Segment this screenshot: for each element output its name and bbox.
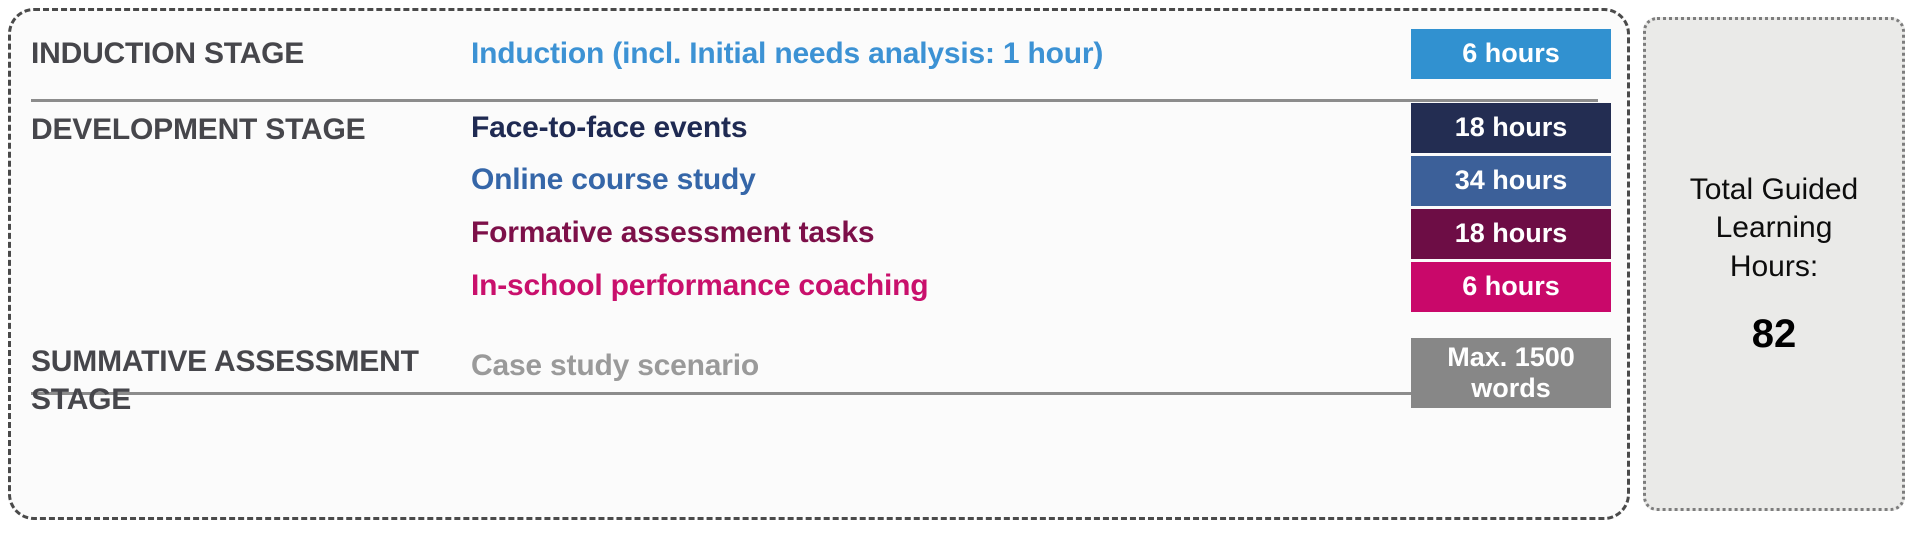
total-guided-learning-hours-panel: Total Guided Learning Hours: 82 — [1643, 17, 1905, 511]
divider-induction-development — [31, 99, 1598, 102]
activity-label-induction: Induction (incl. Initial needs analysis:… — [471, 37, 1104, 70]
badge-word-limit-case-study-scenario: Max. 1500 words — [1411, 338, 1611, 408]
activity-label-online-course-study: Online course study — [471, 163, 756, 196]
total-hours-caption: Total Guided Learning Hours: — [1689, 172, 1859, 283]
activity-label-formative-assessment-tasks: Formative assessment tasks — [471, 216, 875, 249]
programme-stages-card: INDUCTION STAGE DEVELOPMENT STAGE SUMMAT… — [8, 8, 1630, 520]
stage-list: INDUCTION STAGE DEVELOPMENT STAGE SUMMAT… — [11, 11, 1627, 517]
badge-hours-in-school-performance-coaching: 6 hours — [1411, 262, 1611, 312]
stage-label-summative: SUMMATIVE ASSESSMENT STAGE — [31, 345, 419, 417]
activity-label-in-school-performance-coaching: In-school performance coaching — [471, 269, 929, 302]
divider-development-summative — [31, 392, 1598, 395]
activity-label-face-to-face-events: Face-to-face events — [471, 111, 748, 144]
badge-hours-formative-assessment-tasks: 18 hours — [1411, 209, 1611, 259]
stage-label-induction: INDUCTION STAGE — [31, 37, 305, 70]
total-hours-value: 82 — [1751, 312, 1797, 357]
badge-hours-online-course-study: 34 hours — [1411, 156, 1611, 206]
badge-hours-face-to-face-events: 18 hours — [1411, 103, 1611, 153]
stage-label-development: DEVELOPMENT STAGE — [31, 113, 366, 146]
badge-hours-induction: 6 hours — [1411, 29, 1611, 79]
activity-label-case-study-scenario: Case study scenario — [471, 349, 759, 382]
